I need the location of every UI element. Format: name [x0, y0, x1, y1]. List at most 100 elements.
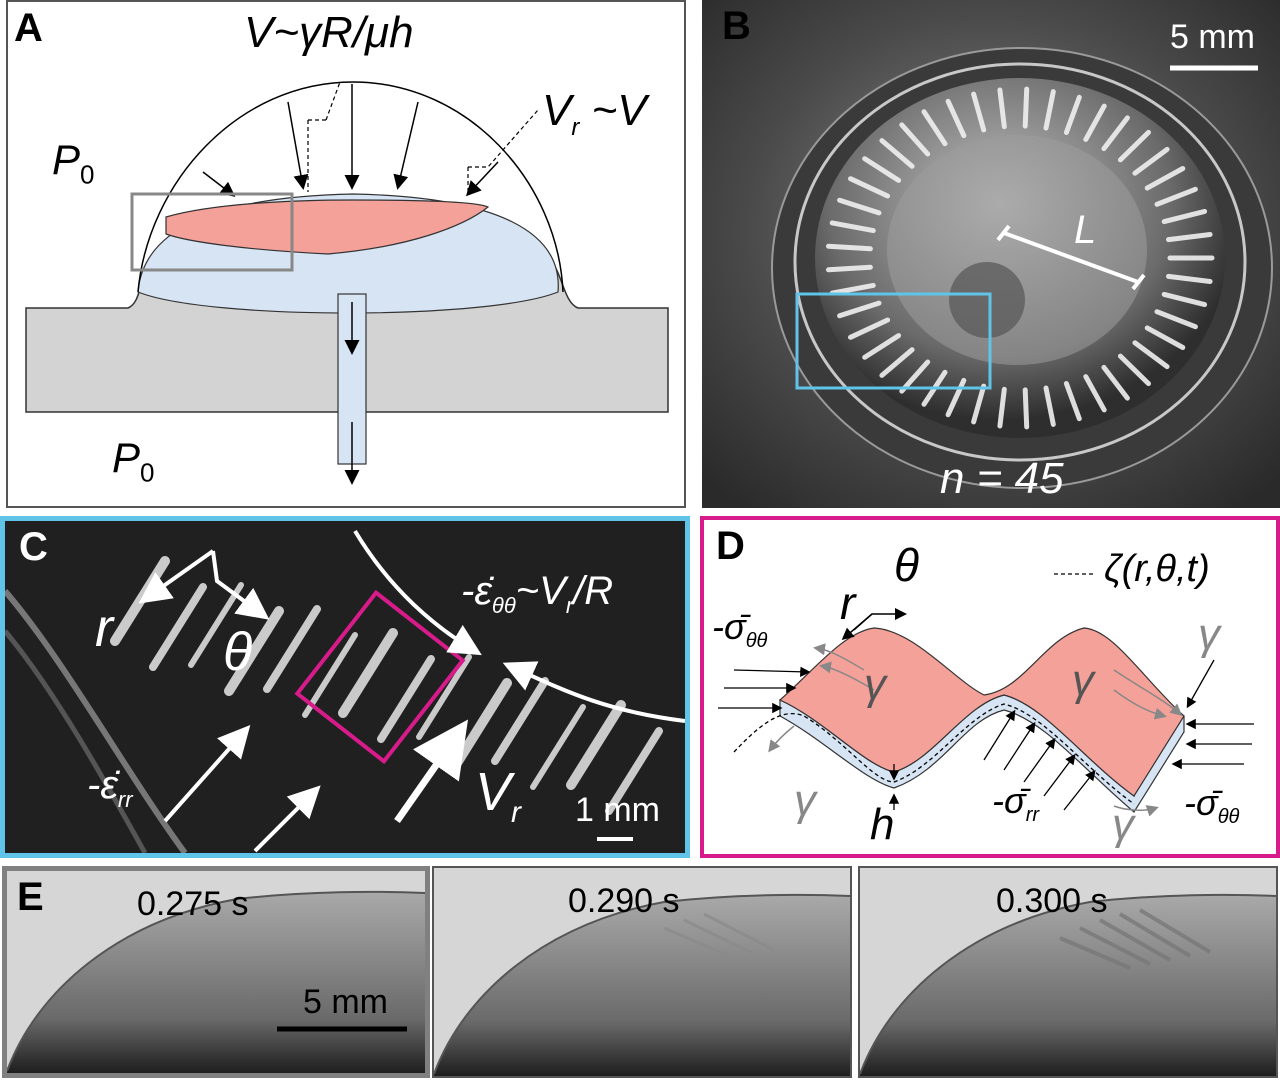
- wrinkle-streak: [829, 220, 876, 234]
- hoop-stress-right: -σ̄θθ: [1184, 782, 1240, 829]
- length-label: L: [1074, 208, 1097, 252]
- panel-d-diagram: [718, 573, 1254, 817]
- panel-label: A: [14, 6, 43, 50]
- frame-image: [7, 871, 425, 1073]
- wrinkle-streak: [899, 359, 931, 394]
- frame-2: 0.290 s: [432, 866, 852, 1078]
- wrinkle-streak: [1166, 273, 1213, 284]
- pressure-outside: P0: [52, 136, 95, 190]
- wrinkle-streak: [1022, 387, 1030, 430]
- wrinkle-streak: [945, 98, 967, 139]
- frame-time: 0.275 s: [137, 885, 249, 923]
- wrinkle-streak: [224, 606, 284, 696]
- wrinkle-streak: [837, 300, 882, 319]
- wrinkle-streak: [921, 109, 948, 147]
- wrinkle-streak: [862, 156, 902, 183]
- radial-strain-rate: -ε̇rr: [87, 763, 133, 812]
- deflection-label: ζ(r,θ,t): [1104, 548, 1210, 590]
- sheet-top: [778, 627, 1185, 797]
- wrinkle-streak: [848, 176, 891, 199]
- wrinkle-streak: [188, 582, 244, 668]
- wrinkle-streak: [1154, 186, 1198, 207]
- radial-stress: -σ̄rr: [992, 780, 1040, 827]
- wrinkle-streak: [566, 700, 626, 790]
- panel-label: E: [17, 875, 44, 919]
- wrinkle-streak: [1117, 129, 1151, 163]
- panel-a: A V~γR/μh Vr ~V P0 P0: [6, 0, 686, 508]
- wrinkle-count: n = 45: [940, 454, 1064, 503]
- wrinkle-streak: [149, 583, 207, 671]
- wrinkle-streak: [826, 264, 873, 273]
- panel-label: B: [722, 4, 751, 48]
- wrinkle-streak: [1132, 146, 1170, 176]
- wrinkle-streak: [879, 138, 915, 169]
- thickness-label: h: [870, 800, 895, 849]
- panel-a-diagram: [25, 81, 669, 485]
- panel-c-photo: [5, 521, 685, 853]
- wrinkle-streak: [1083, 103, 1107, 142]
- wrinkle-streak: [1083, 374, 1107, 413]
- wrinkle-streak: [1161, 291, 1208, 308]
- radial-velocity-label: Vr: [475, 762, 522, 829]
- wrinkle-streak: [862, 333, 902, 360]
- r-label: r: [840, 577, 856, 629]
- frame-time: 0.290 s: [568, 882, 680, 920]
- panel-c: C r θ -ε̇θθ~Vr/R -ε̇rr Vr 1 mm: [0, 516, 690, 858]
- frame-3: 0.300 s: [858, 866, 1278, 1078]
- zoom-box: [130, 192, 294, 272]
- panel-label: D: [716, 524, 745, 568]
- surface-tension-label: γ: [864, 660, 886, 709]
- wrinkle-streak: [1022, 86, 1030, 129]
- panel-d: D θ r ζ(r,θ,t) -σ̄θθ -σ̄θθ -σ̄rr γ γ γ γ…: [700, 516, 1280, 858]
- azimuthal-strain-rate: -ε̇θθ~Vr/R: [461, 569, 614, 618]
- frame-image: [434, 868, 850, 1076]
- wrinkle-streak: [1063, 381, 1082, 422]
- wrinkle-streak: [997, 386, 1007, 429]
- wrinkle-streak: [1154, 309, 1198, 330]
- wrinkle-streak: [945, 377, 967, 418]
- wrinkle-streak: [338, 628, 398, 718]
- wrinkle-streak: [899, 122, 931, 157]
- detail-box: [795, 292, 992, 390]
- theta-label: θ: [894, 539, 919, 591]
- scale-bar-label: 5 mm: [1170, 18, 1255, 56]
- surface-tension-label: γ: [1112, 800, 1134, 849]
- wrinkle-streak: [1101, 115, 1130, 152]
- film-band: [165, 199, 490, 255]
- wrinkle-streak: [829, 282, 876, 296]
- panel-label: C: [19, 525, 48, 569]
- wrinkle-streak: [263, 605, 321, 693]
- wrinkle-streak: [971, 91, 987, 133]
- wrinkle-streak: [1101, 364, 1130, 401]
- panel-b-photo: [702, 0, 1280, 508]
- wrinkle-streak: [377, 655, 435, 743]
- wrinkle-streak: [1161, 208, 1208, 225]
- wrinkle-streak: [997, 87, 1007, 130]
- wrinkle-streak: [491, 677, 549, 765]
- wrinkle-streak: [879, 347, 915, 378]
- radial-velocity-equation: Vr ~V: [542, 86, 647, 141]
- surface-tension-label: γ: [794, 776, 816, 825]
- wrinkle-streak: [971, 383, 987, 425]
- wrinkle-streak: [605, 727, 663, 815]
- surface-tension-label: γ: [1198, 610, 1220, 659]
- detail-box: [294, 589, 466, 765]
- wrinkle-streak: [1144, 166, 1186, 191]
- angular-direction-label: θ: [223, 622, 253, 682]
- wrinkle-streak: [530, 704, 586, 790]
- pressure-below: P0: [112, 434, 155, 488]
- frame-image: [860, 868, 1276, 1076]
- wrinkle-streak: [1043, 385, 1056, 427]
- velocity-equation: V~γR/μh: [244, 8, 414, 57]
- wrinkle-streak: [302, 632, 358, 718]
- scale-bar-label: 1 mm: [575, 791, 660, 829]
- wrinkle-streak: [1043, 89, 1056, 131]
- wrinkle-streak: [1166, 232, 1213, 243]
- scale-bar-label: 5 mm: [303, 983, 388, 1021]
- wrinkle-streak: [837, 197, 882, 216]
- wrinkle-streak: [1063, 94, 1082, 135]
- wrinkle-streak: [1132, 340, 1170, 370]
- wrinkle-streak: [1117, 353, 1151, 387]
- wrinkle-streaks: [826, 86, 1215, 430]
- hoop-stress-left: -σ̄θθ: [712, 606, 768, 653]
